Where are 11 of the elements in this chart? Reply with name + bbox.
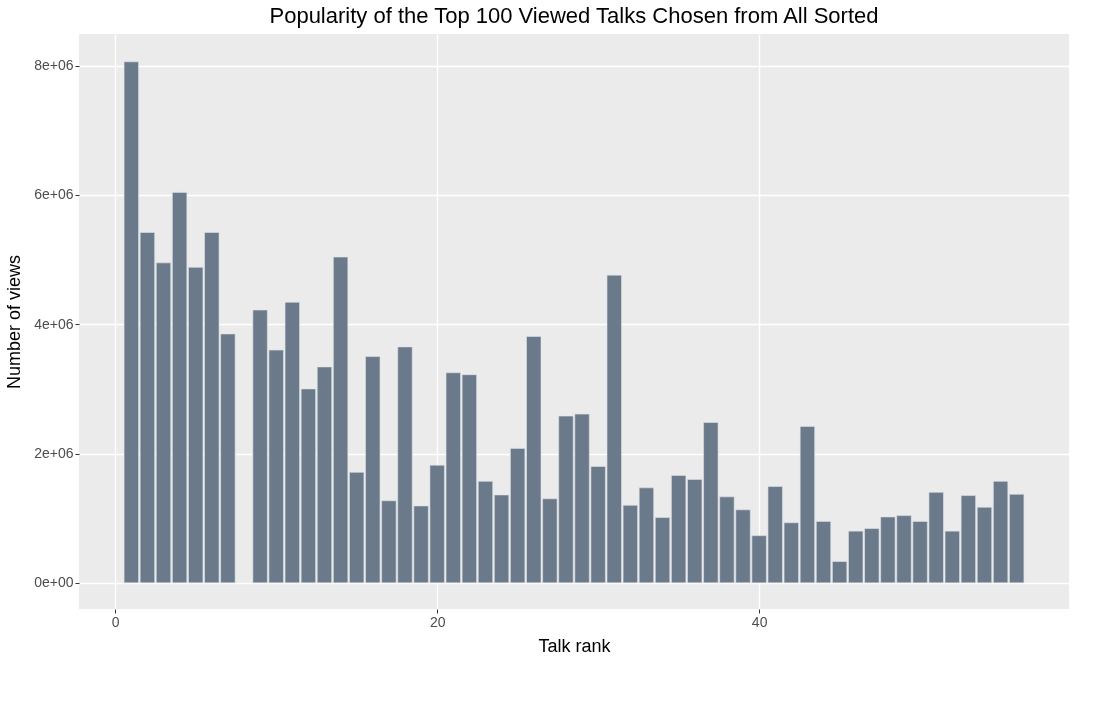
chart-title: Popularity of the Top 100 Viewed Talks Chosen from All Sorted [269, 3, 879, 28]
y-axis-title: Number of views [4, 254, 25, 390]
x-tick-label: 40 [751, 613, 768, 630]
y-tick-label: 6e+06 [34, 186, 74, 203]
y-tick-label: 8e+06 [34, 57, 74, 74]
x-tick-label: 0 [111, 613, 120, 630]
x-axis-title: Talk rank [538, 635, 612, 656]
x-tick-label: 20 [429, 613, 446, 630]
y-tick-label: 0e+00 [34, 574, 74, 591]
y-tick-label: 4e+06 [34, 315, 74, 332]
y-tick-label: 2e+06 [34, 445, 74, 462]
